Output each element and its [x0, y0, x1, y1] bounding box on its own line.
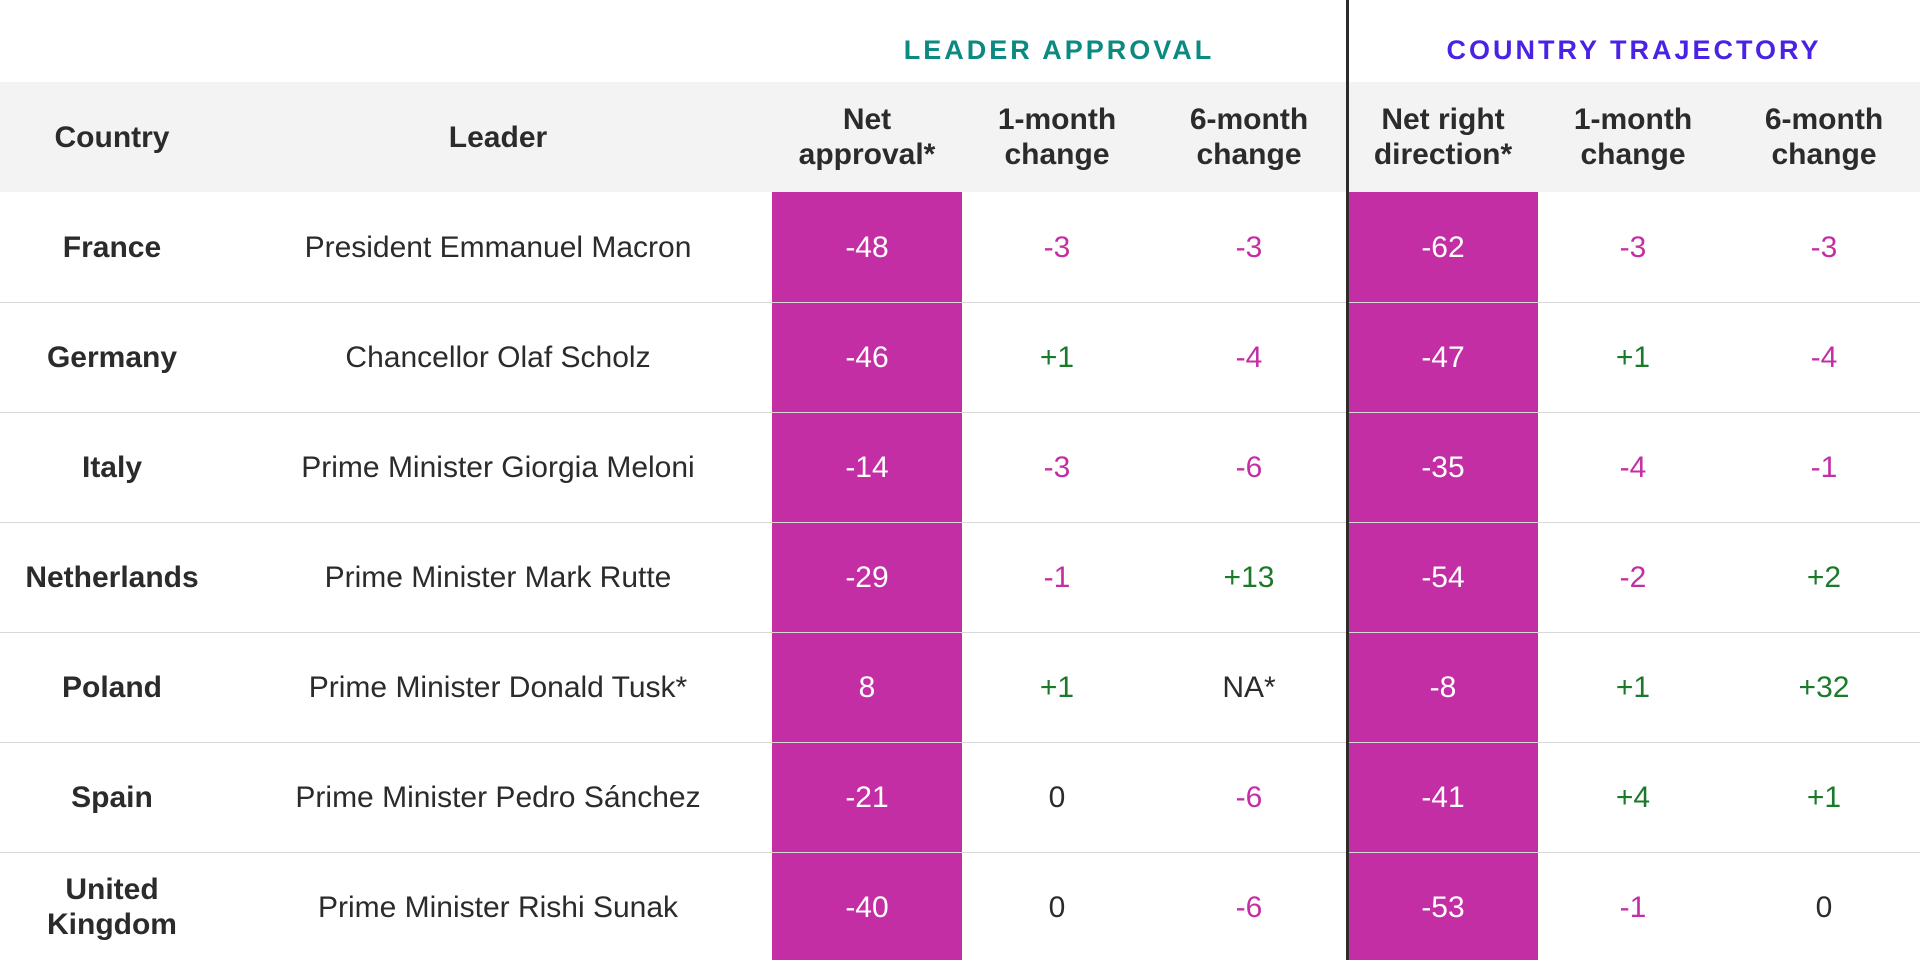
row-separator: [0, 632, 1920, 633]
cell-country: France: [62, 230, 162, 264]
cell-net-right-direction: -41: [1421, 780, 1465, 814]
cell-net-approval: -21: [845, 780, 889, 814]
cell-net-right-direction: -35: [1421, 450, 1465, 484]
cell-approval-6m: -3: [1235, 230, 1263, 264]
table-row: Spain Prime Minister Pedro Sánchez -21 0 -6 -…: [0, 742, 1920, 852]
row-separator: [0, 412, 1920, 413]
cell-leader: Prime Minister Donald Tusk*: [308, 670, 688, 704]
cell-approval-1m: -1: [1043, 560, 1071, 594]
cell-net-approval: -40: [845, 890, 889, 924]
cell-net-approval: 8: [858, 670, 876, 704]
cell-trajectory-1m: +4: [1615, 780, 1651, 814]
cell-approval-1m: 0: [1048, 890, 1066, 924]
column-header-approval-6m: 6-month change: [1189, 103, 1309, 171]
cell-trajectory-6m: +1: [1806, 780, 1842, 814]
cell-trajectory-1m: -2: [1619, 560, 1647, 594]
cell-country: Netherlands: [25, 560, 199, 594]
column-header-leader: Leader: [448, 120, 548, 154]
table-row: Netherlands Prime Minister Mark Rutte -29 -…: [0, 522, 1920, 632]
cell-net-right-direction: -47: [1421, 340, 1465, 374]
cell-net-approval: -46: [845, 340, 889, 374]
cell-trajectory-6m: +32: [1798, 670, 1850, 704]
cell-approval-1m: +1: [1039, 670, 1075, 704]
cell-approval-1m: 0: [1048, 780, 1066, 814]
cell-net-approval: -48: [845, 230, 889, 264]
cell-approval-6m: NA*: [1222, 670, 1276, 704]
cell-approval-6m: +13: [1223, 560, 1275, 594]
column-header-net-right-direction: Net right direction*: [1373, 103, 1513, 171]
cell-trajectory-1m: +1: [1615, 670, 1651, 704]
cell-country: Spain: [71, 780, 153, 814]
cell-trajectory-1m: -1: [1619, 890, 1647, 924]
column-header-country: Country: [54, 120, 170, 154]
cell-trajectory-6m: -4: [1810, 340, 1838, 374]
cell-net-right-direction: -54: [1421, 560, 1465, 594]
cell-trajectory-6m: -1: [1810, 450, 1838, 484]
cell-leader: Prime Minister Giorgia Meloni: [301, 450, 695, 484]
group-title-country-trajectory: COUNTRY TRAJECTORY: [1446, 35, 1822, 65]
cell-net-right-direction: -8: [1429, 670, 1457, 704]
row-separator: [0, 852, 1920, 853]
column-header-net-approval: Net approval*: [798, 103, 936, 171]
cell-approval-6m: -4: [1235, 340, 1263, 374]
cell-net-right-direction: -62: [1421, 230, 1465, 264]
table-row: France President Emmanuel Macron -48 -3 -3 -6…: [0, 192, 1920, 302]
cell-leader: Prime Minister Rishi Sunak: [317, 890, 679, 924]
cell-leader: Prime Minister Pedro Sánchez: [295, 780, 701, 814]
cell-trajectory-6m: +2: [1806, 560, 1842, 594]
column-header-approval-1m: 1-month change: [997, 103, 1117, 171]
column-header-trajectory-1m: 1-month change: [1573, 103, 1693, 171]
cell-country: United Kingdom: [47, 873, 177, 941]
cell-approval-6m: -6: [1235, 780, 1263, 814]
column-header-trajectory-6m: 6-month change: [1764, 103, 1884, 171]
cell-country: Italy: [81, 450, 143, 484]
cell-leader: Prime Minister Mark Rutte: [324, 560, 672, 594]
cell-leader: President Emmanuel Macron: [304, 230, 692, 264]
row-separator: [0, 522, 1920, 523]
cell-country: Germany: [46, 340, 178, 374]
cell-approval-1m: +1: [1039, 340, 1075, 374]
table-row: Poland Prime Minister Donald Tusk* 8 +1 NA* -…: [0, 632, 1920, 742]
cell-trajectory-6m: -3: [1810, 230, 1838, 264]
cell-net-right-direction: -53: [1421, 890, 1465, 924]
group-title-leader-approval: LEADER APPROVAL: [903, 35, 1215, 65]
cell-approval-6m: -6: [1235, 450, 1263, 484]
net-approval-highlight: [772, 192, 962, 960]
net-right-direction-highlight: [1348, 192, 1538, 960]
header-band: [0, 82, 1920, 192]
table-row: Germany Chancellor Olaf Scholz -46 +1 -4 -47 +…: [0, 302, 1920, 412]
cell-approval-1m: -3: [1043, 230, 1071, 264]
cell-trajectory-1m: +1: [1615, 340, 1651, 374]
cell-approval-1m: -3: [1043, 450, 1071, 484]
cell-trajectory-6m: 0: [1815, 890, 1833, 924]
cell-net-approval: -29: [845, 560, 889, 594]
row-separator: [0, 302, 1920, 303]
row-separator: [0, 742, 1920, 743]
cell-trajectory-1m: -3: [1619, 230, 1647, 264]
cell-leader: Chancellor Olaf Scholz: [345, 340, 651, 374]
table-row: United Kingdom Prime Minister Rishi Sunak…: [0, 852, 1920, 962]
group-divider: [1346, 0, 1349, 960]
cell-country: Poland: [61, 670, 162, 704]
cell-net-approval: -14: [845, 450, 889, 484]
cell-trajectory-1m: -4: [1619, 450, 1647, 484]
cell-approval-6m: -6: [1235, 890, 1263, 924]
table-row: Italy Prime Minister Giorgia Meloni -14 -3 -…: [0, 412, 1920, 522]
